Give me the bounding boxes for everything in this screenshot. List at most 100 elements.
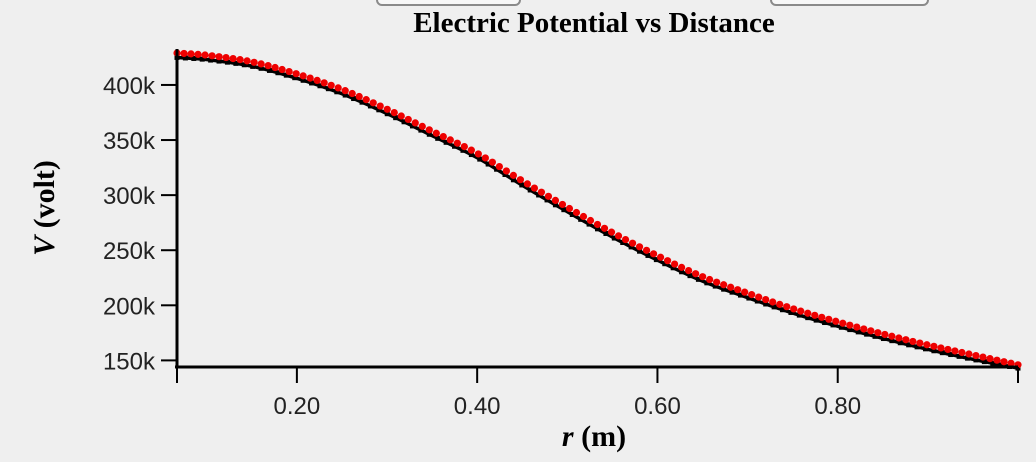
- measured-point: [937, 344, 945, 352]
- measured-point: [404, 115, 412, 124]
- measured-point: [656, 253, 665, 261]
- measured-point: [278, 65, 286, 74]
- model-point: [956, 353, 962, 359]
- measured-point: [586, 216, 595, 225]
- model-point: [552, 202, 558, 208]
- model-point: [973, 357, 979, 363]
- model-point: [578, 216, 584, 222]
- measured-point: [236, 56, 244, 64]
- model-point: [906, 342, 912, 348]
- right-toolbar-button[interactable]: [770, 0, 929, 6]
- measured-point: [902, 336, 910, 344]
- measured-point: [825, 315, 833, 323]
- model-point: [628, 244, 634, 250]
- model-point: [561, 207, 567, 213]
- model-point: [485, 161, 491, 167]
- y-axis-label: V (volt): [28, 160, 61, 256]
- measured-point: [425, 126, 433, 134]
- measured-point: [439, 132, 447, 141]
- measured-point: [846, 321, 854, 329]
- measured-point: [776, 300, 784, 308]
- model-point: [325, 86, 331, 92]
- measured-point: [208, 52, 216, 60]
- model-point: [864, 331, 870, 337]
- model-point: [914, 344, 920, 350]
- measured-point: [895, 334, 903, 342]
- model-point: [544, 197, 550, 203]
- measured-point: [769, 298, 777, 306]
- measured-point: [972, 351, 980, 360]
- model-point: [452, 143, 458, 149]
- measured-point: [432, 129, 440, 137]
- measured-point: [481, 154, 489, 162]
- model-point: [443, 139, 449, 145]
- model-point: [586, 221, 592, 227]
- model-point: [670, 265, 676, 271]
- model-point: [611, 235, 617, 241]
- y-tick-label: 200k: [103, 293, 156, 320]
- measured-point: [979, 353, 987, 361]
- model-point: [939, 350, 945, 356]
- model-point: [771, 304, 777, 310]
- model-point: [367, 103, 373, 109]
- model-point: [922, 346, 928, 352]
- measured-point: [544, 192, 553, 200]
- measured-point: [727, 283, 735, 291]
- model-series-line: [176, 55, 1019, 370]
- y-axis-var: V: [28, 233, 61, 256]
- measured-point: [881, 330, 889, 339]
- x-tick-label: 0.80: [814, 393, 861, 420]
- model-point: [258, 65, 264, 71]
- model-point: [965, 355, 971, 361]
- measured-point: [860, 325, 868, 333]
- measured-point: [390, 109, 398, 117]
- measured-point: [628, 239, 637, 247]
- model-point: [233, 60, 239, 66]
- measured-point: [909, 337, 917, 346]
- measured-point: [376, 102, 384, 110]
- model-point: [662, 261, 668, 267]
- measured-point: [944, 345, 952, 354]
- model-point: [502, 172, 508, 178]
- model-point: [763, 301, 769, 307]
- series-layer: [173, 49, 1022, 371]
- measured-point: [257, 60, 265, 68]
- measured-point: [229, 54, 237, 63]
- measured-point: [1007, 359, 1015, 367]
- model-point: [805, 315, 811, 321]
- model-point: [468, 152, 474, 158]
- model-point: [477, 156, 483, 162]
- measured-point: [593, 220, 602, 229]
- measured-point: [916, 339, 924, 347]
- model-point: [409, 123, 415, 129]
- x-tick-label: 0.20: [274, 393, 321, 420]
- model-point: [712, 283, 718, 289]
- measured-point: [663, 257, 672, 265]
- measured-point: [180, 49, 188, 58]
- measured-point: [600, 224, 609, 232]
- measured-point: [201, 51, 209, 59]
- y-axis-unit: (volt): [28, 160, 61, 236]
- measured-point: [292, 70, 300, 78]
- model-point: [788, 309, 794, 315]
- x-axis-label: r (m): [562, 420, 626, 453]
- model-point: [855, 329, 861, 335]
- measured-point: [502, 167, 510, 175]
- measured-point: [383, 105, 391, 113]
- model-point: [695, 276, 701, 282]
- measured-point: [460, 142, 468, 151]
- measured-point: [348, 89, 356, 98]
- y-axis-ticks: 150k 200k 250k 300k 350k 400k: [103, 73, 177, 375]
- left-toolbar-button[interactable]: [376, 0, 521, 6]
- measured-point: [685, 266, 693, 275]
- model-point: [931, 348, 937, 354]
- measured-point: [285, 67, 293, 76]
- measured-point: [635, 243, 644, 251]
- measured-point: [706, 275, 714, 284]
- y-tick-label: 150k: [103, 348, 156, 375]
- y-tick-label: 400k: [103, 73, 156, 100]
- measured-point: [839, 319, 847, 327]
- model-point: [872, 333, 878, 339]
- measured-point: [797, 307, 805, 315]
- model-point: [796, 312, 802, 318]
